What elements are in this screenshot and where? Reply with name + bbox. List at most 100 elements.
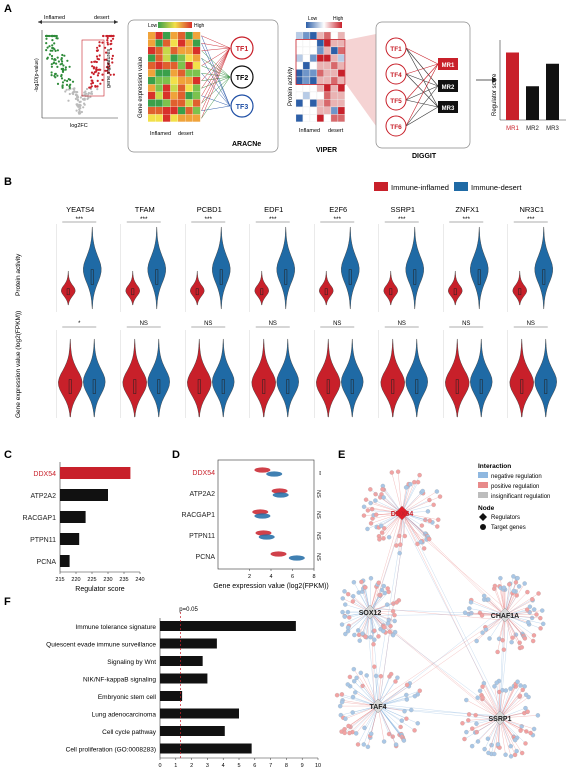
heatmap2-high: High — [333, 16, 344, 22]
hub-ddx54 — [394, 505, 410, 521]
legend-targets: Target genes — [491, 525, 526, 531]
d-label-atp2a2: ATP2A2 — [189, 491, 215, 498]
gene-signature-box — [81, 39, 105, 97]
d-label-pcna: PCNA — [196, 554, 216, 561]
tf-node-3: TF3 — [236, 104, 249, 111]
d-sig-racgap1: NS — [315, 511, 321, 519]
c-label-racgap1: RACGAP1 — [23, 515, 57, 522]
f-bar-5 — [160, 708, 239, 719]
d-tick-2: 2 — [248, 574, 251, 580]
aracne-edges — [201, 35, 231, 119]
hub-taf4 — [370, 698, 386, 714]
f-tick-2: 2 — [190, 763, 193, 767]
bottom-sig-e2f6: NS — [333, 321, 341, 327]
violin-top-desert-e2f6 — [341, 226, 360, 310]
mr-node-3: MR3 — [442, 106, 455, 112]
legend-inflamed: Immune-inflamed — [391, 183, 449, 192]
f-label-1: Quiescent evade immune surveillance — [46, 642, 156, 649]
score-bar-mr2 — [526, 86, 539, 120]
top-sig-tfam: *** — [140, 216, 148, 223]
f-tick-0: 0 — [158, 763, 161, 767]
c-tick-240: 240 — [135, 577, 144, 583]
f-tick-8: 8 — [285, 763, 288, 767]
violin-bottom-inflamed-ssrp1 — [380, 338, 405, 418]
d-tick-8: 8 — [312, 574, 315, 580]
d-violin-inflamed-pcna — [270, 551, 287, 557]
f-bar-4 — [160, 691, 183, 701]
legend-interaction-title: Interaction — [478, 463, 511, 470]
c-label-ptpn11: PTPN11 — [30, 537, 56, 544]
legend-positive: positive regulation — [491, 484, 539, 490]
b-ylabel-bottom: Gene expression value (log2(FPKM)) — [15, 311, 22, 418]
c-bar-atp2a2 — [60, 489, 108, 501]
violin-bottom-desert-ssrp1 — [405, 338, 428, 418]
heatmap1-col-2: desert — [178, 131, 194, 137]
d-label-ddx54: DDX54 — [192, 470, 215, 477]
c-bar-pcna — [60, 555, 70, 567]
regulator-score-chart: Regulator score MR1 MR2 MR3 — [492, 40, 566, 132]
volcano-plot: Inflamed desert -log10(p-value) log2FC g… — [34, 15, 118, 129]
f-tick-1: 1 — [174, 763, 177, 767]
violin-bottom-inflamed-tfam — [122, 338, 147, 418]
f-label-0: Immune tolerance signature — [75, 624, 156, 631]
heatmap1-low: Low — [148, 23, 158, 29]
volcano-dots — [44, 34, 115, 115]
volcano-xlabel: log2FC — [70, 123, 88, 129]
violin-bottom-inflamed-nr3c1 — [509, 338, 534, 418]
mr-node-1: MR1 — [442, 63, 455, 69]
heatmap1-high: High — [194, 23, 205, 29]
f-bar-7 — [160, 743, 252, 754]
top-sig-e2f6: *** — [333, 216, 341, 223]
c-bar-racgap1 — [60, 511, 86, 523]
top-sig-pcbd1: *** — [204, 216, 212, 223]
score-label-mr2: MR2 — [526, 126, 539, 132]
d-violin-desert-ptpn11 — [258, 534, 275, 540]
f-bar-0 — [160, 621, 296, 631]
score-bar-mr1 — [506, 52, 519, 120]
bottom-sig-pcbd1: NS — [204, 321, 212, 327]
f-bar-3 — [160, 673, 208, 684]
d-label-racgap1: RACGAP1 — [182, 512, 216, 519]
legend-negative: negative regulation — [491, 474, 542, 480]
top-sig-ssrp1: *** — [398, 216, 406, 223]
violin-top-inflamed-pcbd1 — [190, 270, 205, 306]
heatmap1-ylabel: Gene expression value — [138, 56, 144, 118]
violin-top-desert-ssrp1 — [405, 226, 424, 310]
heatmap1-col-1: Inflamed — [150, 131, 171, 137]
f-bar-1 — [160, 638, 217, 649]
hub-sox12 — [362, 604, 378, 620]
violin-top-inflamed-ssrp1 — [383, 270, 398, 306]
hub-label-chaf1a: CHAF1A — [491, 613, 519, 620]
violin-top-desert-yeats4 — [83, 226, 102, 310]
d-violin-inflamed-atp2a2 — [271, 488, 288, 494]
bottom-sig-znfx1: NS — [462, 321, 470, 327]
violin-bottom-inflamed-edf1 — [251, 338, 276, 418]
f-label-5: Lung adenocarcinoma — [92, 712, 157, 719]
regulator-score-bar-chart: DDX54 ATP2A2 RACGAP1 PTPN11 PCNA 215 220 225 230… — [23, 462, 145, 593]
violin-top-desert-tfam — [147, 226, 166, 310]
violin-bottom-desert-pcbd1 — [212, 338, 235, 418]
heatmap-activity: Low High Protein activity Inflamed deser… — [288, 16, 346, 134]
panel-label-c: C — [4, 449, 12, 461]
bottom-sig-nr3c1: NS — [527, 321, 535, 327]
panel-label-a: A — [4, 3, 12, 15]
bottom-sig-tfam: NS — [140, 321, 148, 327]
d-violin-desert-pcna — [288, 555, 305, 561]
heatmap-expression: Low High Gene expression value Inflamed … — [138, 22, 205, 137]
c-tick-215: 215 — [55, 577, 64, 583]
bottom-sig-ssrp1: NS — [398, 321, 406, 327]
hub-ssrp1 — [492, 710, 508, 726]
hub-chaf1a — [497, 607, 513, 623]
gene-title-tfam: TFAM — [135, 205, 155, 214]
network-legend: Interaction negative regulation positive… — [478, 463, 550, 531]
d-violin-inflamed-racgap1 — [252, 509, 269, 515]
f-label-6: Cell cycle pathway — [102, 729, 157, 736]
f-tick-5: 5 — [237, 763, 240, 767]
b-ylabel-top: Protein activity — [15, 253, 22, 296]
violin-top-desert-pcbd1 — [212, 226, 231, 310]
d-sig-ptpn11: NS — [315, 532, 321, 540]
diamond-icon — [479, 513, 487, 521]
hub-label-ssrp1: SSRP1 — [489, 716, 512, 723]
d-label-ptpn11: PTPN11 — [189, 533, 215, 540]
